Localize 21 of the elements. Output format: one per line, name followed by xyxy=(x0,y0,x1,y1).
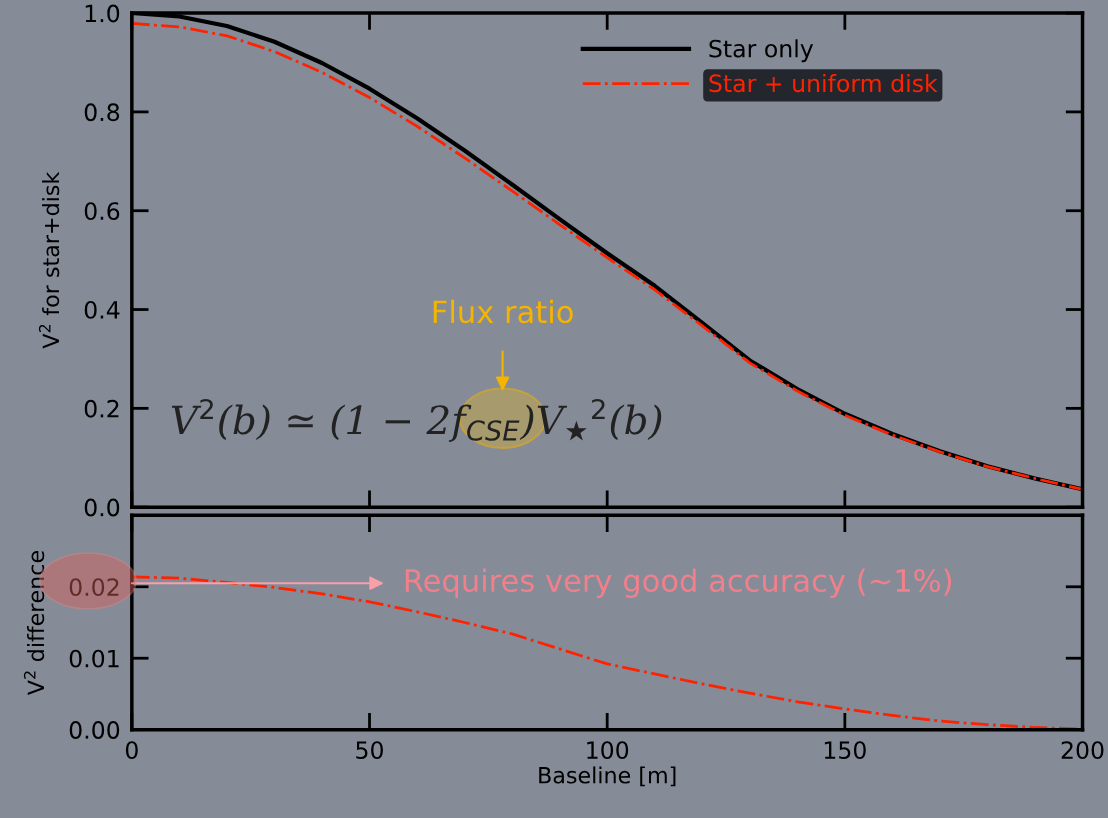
y-tick-label: 0.4 xyxy=(84,300,120,319)
y-axis-title: V$^{2}$ difference xyxy=(23,551,45,696)
y-tick-label: 1.0 xyxy=(85,4,120,23)
y-tick-label: 0.8 xyxy=(84,103,120,122)
y-tick-label: 0.2 xyxy=(84,399,119,418)
y-tick-label: 0.02 xyxy=(69,578,119,597)
x-axis-title: Baseline [m] xyxy=(539,766,676,787)
x-tick-label: 0 xyxy=(125,741,138,760)
y-tick-label: 0.00 xyxy=(69,721,120,739)
y-tick-label: 0.6 xyxy=(84,202,120,221)
legend-label: Star only xyxy=(709,39,814,63)
annotation: Flux ratio xyxy=(433,299,573,324)
legend-label: Star + uniform disk xyxy=(709,73,938,93)
y-tick-label: 0.0 xyxy=(84,498,120,517)
y-axis-title: V$^{2}$ for star+disk xyxy=(38,171,60,349)
y-tick-label: 0.01 xyxy=(69,649,119,668)
x-tick-label: 100 xyxy=(587,741,629,760)
x-tick-label: 50 xyxy=(356,741,383,760)
x-tick-label: 200 xyxy=(1061,741,1104,760)
x-tick-label: 150 xyxy=(824,741,866,760)
annotation: Requires very good accuracy (~1%) xyxy=(405,568,951,598)
